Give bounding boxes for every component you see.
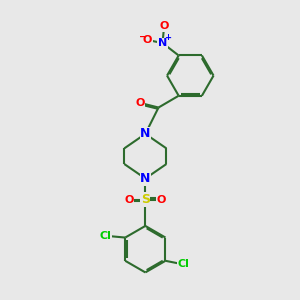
Text: S: S [141, 193, 150, 206]
Text: O: O [159, 21, 169, 31]
Text: O: O [124, 195, 134, 205]
Text: O: O [157, 195, 166, 205]
Text: −: − [139, 32, 147, 42]
Text: N: N [158, 38, 167, 48]
Text: N: N [140, 172, 151, 185]
Text: Cl: Cl [178, 259, 189, 269]
Text: O: O [135, 98, 145, 108]
Text: O: O [143, 35, 152, 45]
Text: N: N [140, 128, 151, 140]
Text: +: + [164, 33, 171, 42]
Text: Cl: Cl [100, 231, 112, 241]
